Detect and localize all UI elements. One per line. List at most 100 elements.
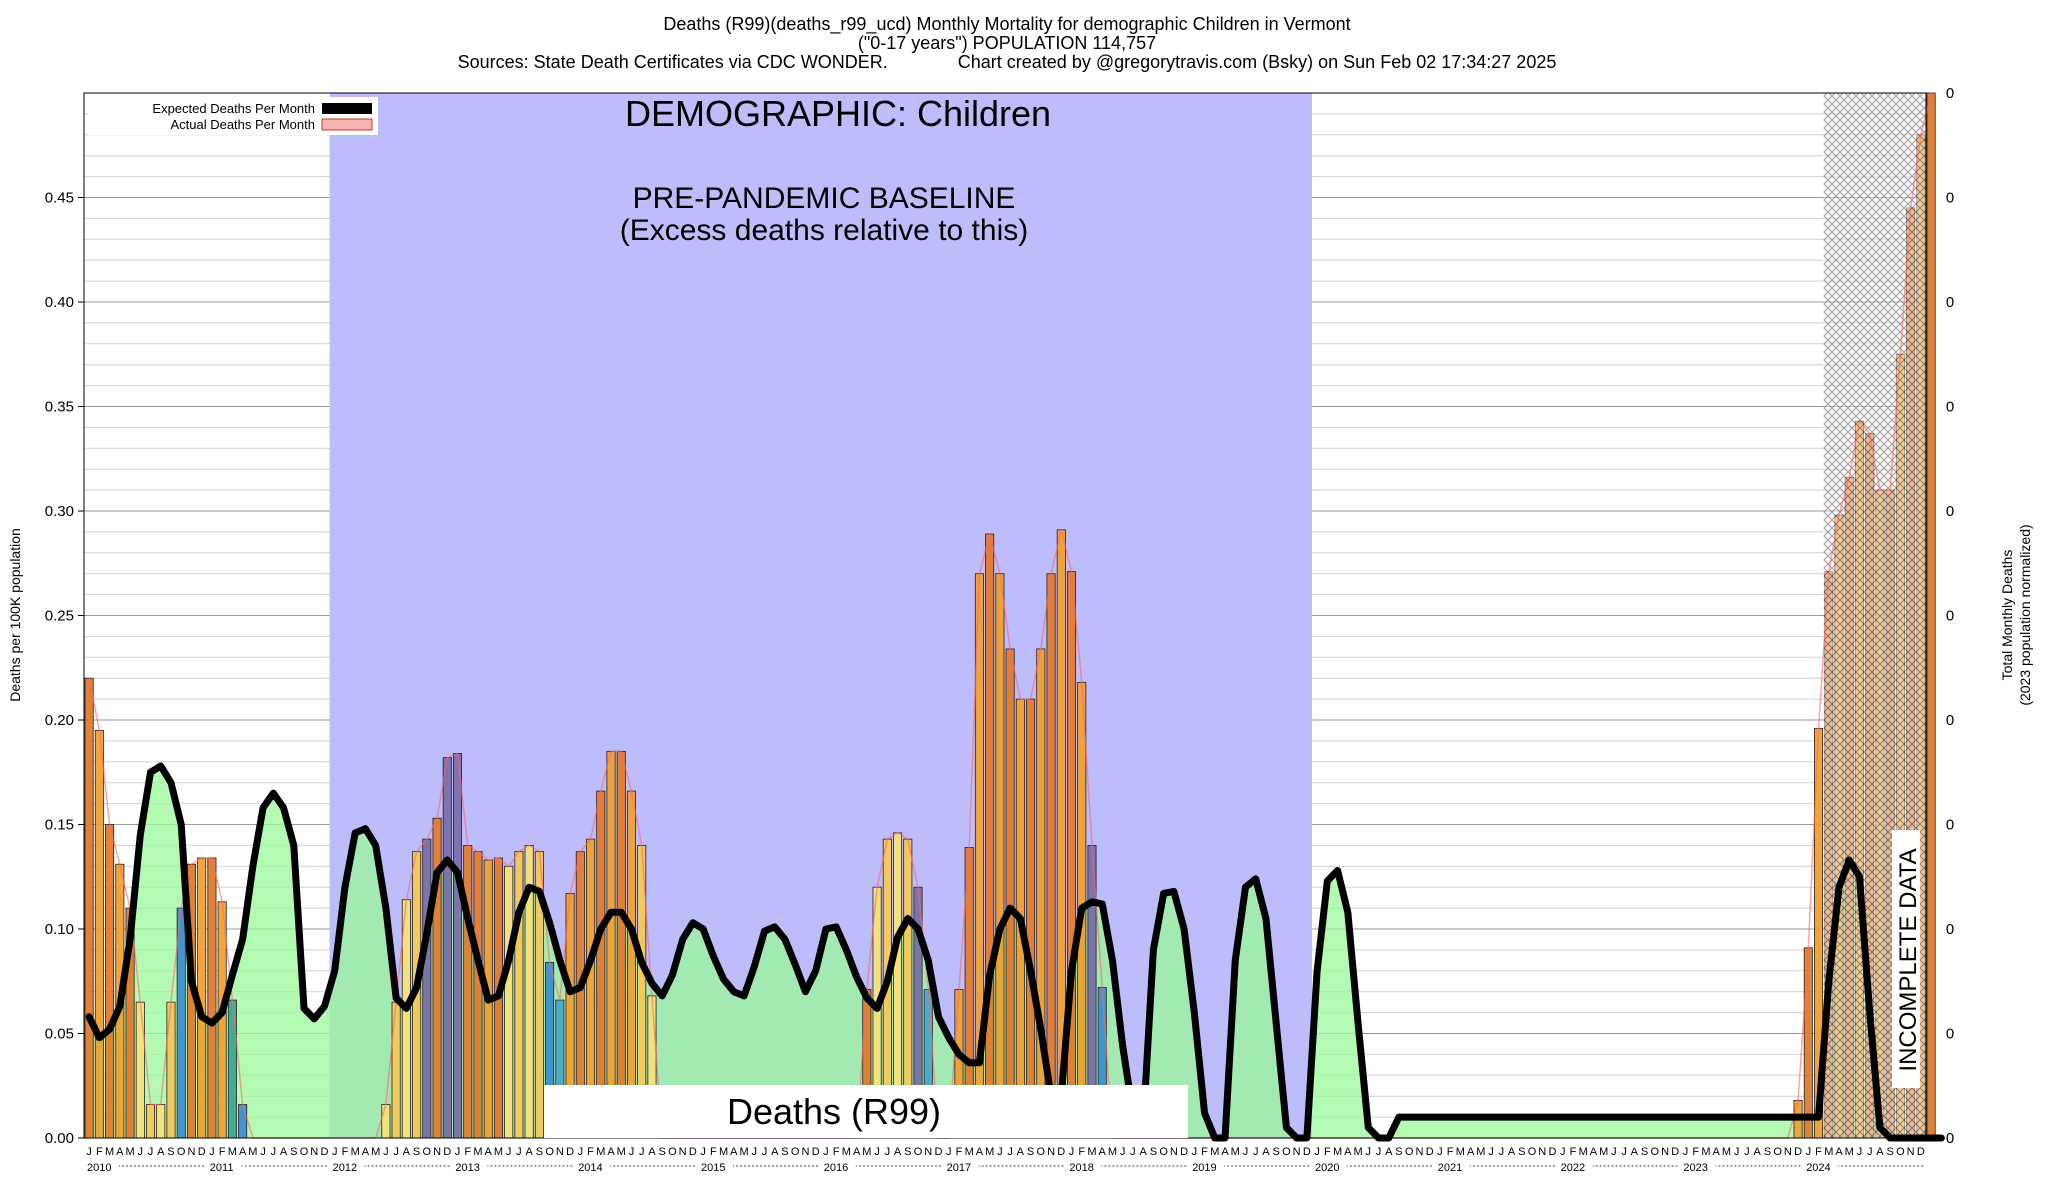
month-label: N [1170,1146,1178,1158]
month-label: J [1806,1146,1812,1158]
month-label: J [1007,1146,1013,1158]
actual-bar [514,851,524,1139]
month-label: J [1314,1146,1320,1158]
month-label: M [1701,1146,1710,1158]
month-label: O [1037,1146,1046,1158]
month-label: M [985,1146,994,1158]
month-label: J [1253,1146,1259,1158]
month-label: M [1824,1146,1833,1158]
month-label: J [332,1146,338,1158]
actual-bar [156,1104,166,1139]
month-label: F [710,1146,717,1158]
month-label: D [1671,1146,1679,1158]
month-label: A [1139,1146,1147,1158]
month-label: O [300,1146,309,1158]
month-label: M [1599,1146,1608,1158]
year-label-bg [1681,1160,1716,1173]
y-axis-left: 0.00 0.05 0.10 0.15 0.20 0.25 0.30 0.35 0.40 0.45 [45,190,84,1147]
month-label: M [862,1146,871,1158]
actual-bar [504,865,514,1139]
month-label: J [1376,1146,1382,1158]
right-tick-label: 0 [1946,1026,1954,1043]
actual-bar [452,753,463,1139]
month-label: O [1282,1146,1291,1158]
year-label: 2021 [1438,1162,1462,1174]
month-label: O [1159,1146,1168,1158]
month-label: N [679,1146,687,1158]
month-label: S [1518,1146,1525,1158]
expected-line [85,762,1945,1142]
month-label: M [125,1146,134,1158]
month-label: F [1815,1146,1822,1158]
month-label: M [739,1146,748,1158]
y-axis-label: Deaths per 100K population [7,528,23,702]
month-label: F [1570,1146,1577,1158]
month-label: J [1499,1146,1505,1158]
month-label: M [473,1146,482,1158]
chart-title: Deaths (R99)(deaths_r99_ucd) Monthly Mor… [663,14,1350,35]
month-label: N [1293,1146,1301,1158]
month-label: M [842,1146,851,1158]
right-tick-label: 0 [1946,503,1954,520]
year-label-bg [1558,1160,1593,1173]
month-label: N [310,1146,318,1158]
month-label: J [1857,1146,1863,1158]
month-label: J [1611,1146,1617,1158]
month-label: J [629,1146,635,1158]
month-label: M [494,1146,503,1158]
month-label: S [1395,1146,1402,1158]
year-label: 2020 [1315,1162,1339,1174]
y-tick-label: 0.05 [45,1026,74,1043]
month-label: A [1385,1146,1393,1158]
month-label: A [1590,1146,1598,1158]
month-label: J [1192,1146,1198,1158]
actual-bar [606,750,616,1139]
month-label: S [1273,1146,1280,1158]
month-label: J [1069,1146,1075,1158]
year-label-bg [1804,1160,1839,1173]
year-label-bg [699,1160,733,1173]
month-label: O [1773,1146,1782,1158]
month-label: D [689,1146,697,1158]
y-tick-label: 0.15 [45,817,74,834]
month-label: A [648,1146,656,1158]
month-label: A [894,1146,902,1158]
month-label: A [1508,1146,1516,1158]
month-label: M [105,1146,114,1158]
month-label: J [271,1146,277,1158]
month-label: A [1713,1146,1721,1158]
incomplete-label: INCOMPLETE DATA [1895,848,1922,1071]
month-label: J [1120,1146,1126,1158]
month-label: D [1303,1146,1311,1158]
month-label: N [1907,1146,1915,1158]
month-label: S [1150,1146,1157,1158]
month-label: J [383,1146,389,1158]
cause-label-box [544,1085,1188,1138]
year-label-bg [1435,1160,1470,1173]
month-label: A [730,1146,738,1158]
actual-bar [94,730,104,1139]
actual-bar [1803,947,1813,1139]
month-label: J [260,1146,266,1158]
month-label: F [342,1146,349,1158]
year-label: 2013 [455,1162,479,1174]
month-label: S [536,1146,543,1158]
month-label: A [1753,1146,1761,1158]
year-label: 2023 [1683,1162,1707,1174]
y-tick-label: 0.20 [45,712,74,729]
month-label: M [1722,1146,1731,1158]
right-axis-label-2: (2023 population normalized) [2017,524,2033,705]
month-label: J [506,1146,512,1158]
actual-bar [1046,573,1056,1139]
month-label: O [545,1146,554,1158]
month-label: J [1621,1146,1627,1158]
month-label: M [1087,1146,1096,1158]
month-label: N [187,1146,195,1158]
month-label: M [1231,1146,1240,1158]
y-tick-label: 0.10 [45,921,74,938]
right-tick-label: 0 [1946,712,1954,729]
actual-bar [985,533,995,1139]
legend-actual-label: Actual Deaths Per Month [170,117,315,132]
month-label: N [556,1146,564,1158]
